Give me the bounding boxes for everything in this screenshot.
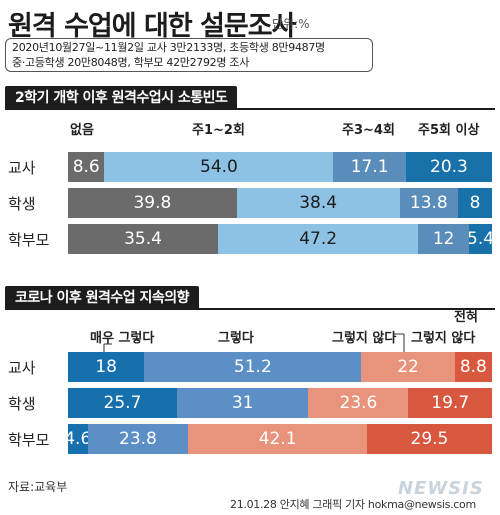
bar-row-parent-2: 4.6 23.8 42.1 29.5 [68,424,492,454]
row-label-teacher-2: 교사 [8,359,36,377]
value-label-1-2-per-week-parent: 47.2 [299,229,338,249]
row-label-teacher: 교사 [8,159,36,177]
page-title: 원격 수업에 대한 설문조사 [8,11,296,42]
bar-segment-agree-parent: 23.8 [87,424,189,454]
bar-segment-strongly-agree-student: 25.7 [68,388,177,418]
bar-segment-5-plus-per-week-parent: 5.4 [469,224,492,254]
value-label-disagree-parent: 42.1 [258,429,297,449]
bar-segment-none-teacher: 8.6 [68,152,105,182]
bar-segment-1-2-per-week-student: 38.4 [236,188,400,218]
value-label-strongly-disagree-student: 19.7 [431,393,470,413]
value-label-agree-parent: 23.8 [119,429,157,449]
bar-segment-strongly-agree-teacher: 18 [68,352,145,382]
legend-label-strongly-agree: 매우 그렇다 [90,331,155,346]
bar-segment-5-plus-per-week-teacher: 20.3 [405,152,492,182]
section-title-continuation: 코로나 이후 원격수업 지속의향 [5,286,200,310]
value-label-none-teacher: 8.6 [72,157,100,177]
survey-info-box: 2020년10월27일~11월2일 교사 3만2133명, 초등학생 8만948… [5,38,373,72]
source-note: 자료:교육부 [8,480,68,494]
bar-segment-disagree-student: 23.6 [308,388,409,418]
legend-label-3-4-per-week: 주3~4회 [342,123,395,138]
value-label-strongly-disagree-parent: 29.5 [410,429,449,449]
value-label-strongly-agree-teacher: 18 [95,357,117,377]
row-label-student-2: 학생 [8,395,36,413]
value-label-1-2-per-week-teacher: 54.0 [200,157,238,177]
bar-row-teacher: 8.6 54.0 17.1 20.3 [68,152,492,182]
value-label-disagree-student: 23.6 [339,393,378,413]
bar-segment-disagree-parent: 42.1 [188,424,367,454]
value-label-1-2-per-week-student: 38.4 [299,193,338,213]
bar-segment-5-plus-per-week-student: 8 [458,188,492,218]
value-label-3-4-per-week-parent: 12 [432,229,455,249]
bar-segment-3-4-per-week-parent: 12 [418,224,470,254]
legend-label-5-plus-per-week: 주5회 이상 [418,123,480,138]
bar-segment-strongly-disagree-teacher: 8.8 [454,352,492,382]
value-label-agree-student: 31 [231,393,254,413]
bar-row-teacher-2: 18 51.2 22 8.8 [68,352,492,382]
row-label-student: 학생 [8,195,36,213]
survey-info-line-2: 중·고등학생 20만8048명, 학부모 42만2792명 조사 [12,56,250,69]
value-label-5-plus-per-week-teacher: 20.3 [430,157,468,177]
value-label-strongly-agree-student: 25.7 [103,393,142,413]
section-title-communication: 2학기 개학 이후 원격수업시 소통빈도 [5,86,238,110]
bar-segment-1-2-per-week-teacher: 54.0 [104,152,334,182]
legend-label-disagree: 그렇지 않다 [332,331,397,346]
bar-segment-1-2-per-week-parent: 47.2 [218,224,419,254]
value-label-5-plus-per-week-parent: 5.4 [469,229,492,249]
legend-label-none: 없음 [70,123,94,138]
value-label-none-parent: 35.4 [124,229,162,249]
bar-segment-agree-student: 31 [176,388,309,418]
bar-segment-none-parent: 35.4 [68,224,219,254]
value-label-strongly-agree-parent: 4.6 [68,429,88,449]
value-label-disagree-teacher: 22 [397,357,419,377]
bar-segment-none-student: 39.8 [68,188,237,218]
bar-segment-strongly-disagree-student: 19.7 [408,388,492,418]
survey-info-line-1: 2020년10월27일~11월2일 교사 3만2133명, 초등학생 8만948… [12,41,325,54]
value-label-5-plus-per-week-student: 8 [469,193,481,213]
row-label-parent-2: 학부모 [8,431,50,449]
section-divider-continuation [5,308,495,310]
credit-line: 21.01.28 안지혜 그래픽 기자 hokma@newsis.com [230,498,476,511]
bar-segment-3-4-per-week-teacher: 17.1 [333,152,406,182]
bar-segment-agree-teacher: 51.2 [144,352,362,382]
legend-label-1-2-per-week: 주1~2회 [192,123,245,138]
bar-segment-disagree-teacher: 22 [361,352,455,382]
unit-label: 단위:% [272,17,310,31]
bar-segment-strongly-agree-parent: 4.6 [68,424,88,454]
bar-row-parent: 35.4 47.2 12 5.4 [68,224,492,254]
bar-segment-3-4-per-week-student: 13.8 [399,188,459,218]
value-label-3-4-per-week-student: 13.8 [409,193,448,213]
section-divider-communication [5,108,495,110]
legend-label-agree: 그렇다 [218,331,254,346]
value-label-agree-teacher: 51.2 [233,357,272,377]
legend-label-strongly-disagree-line1: 전혀 [454,310,478,325]
bar-row-student: 39.8 38.4 13.8 8 [68,188,492,218]
legend-label-strongly-disagree-line2: 그렇지 않다 [411,331,476,346]
bar-segment-strongly-disagree-parent: 29.5 [366,424,492,454]
row-label-parent: 학부모 [8,231,50,249]
value-label-none-student: 39.8 [133,193,172,213]
bar-row-student-2: 25.7 31 23.6 19.7 [68,388,492,418]
value-label-3-4-per-week-teacher: 17.1 [350,157,389,177]
newsis-watermark: NEWSIS [398,478,484,499]
value-label-strongly-disagree-teacher: 8.8 [459,357,487,377]
